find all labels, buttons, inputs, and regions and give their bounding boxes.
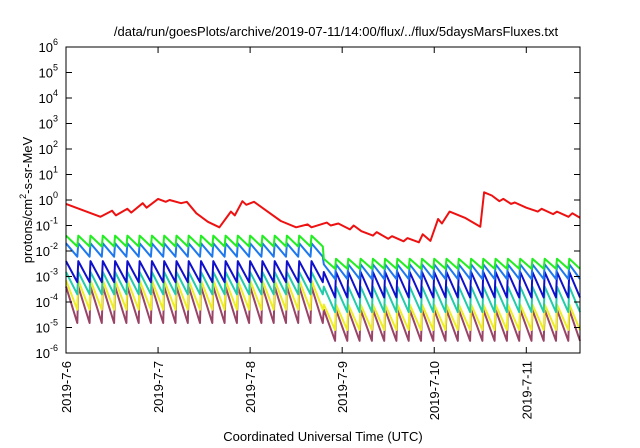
- y-axis-label-prefix: protons/cm: [20, 199, 35, 263]
- series-layer: [65, 191, 581, 342]
- x-axis-label: Coordinated Universal Time (UTC): [223, 429, 422, 444]
- series-line-3: [65, 260, 581, 299]
- y-axis-label-suffix: -s-sr-MeV: [20, 136, 35, 193]
- y-tick-label: 10-3: [36, 267, 58, 285]
- y-tick-label: 10-1: [36, 216, 58, 234]
- x-tick-label: 2019-7-7: [151, 361, 166, 413]
- y-axis-label-superscript: 2: [18, 194, 28, 199]
- y-tick-label: 103: [39, 114, 58, 132]
- x-tick-label: 2019-7-10: [427, 361, 442, 420]
- series-line-1: [65, 234, 581, 270]
- y-tick-label: 10-4: [36, 292, 58, 310]
- y-axis-label: protons/cm2-s-sr-MeV: [18, 136, 35, 263]
- x-axis: 2019-7-6 2019-7-7 2019-7-8 2019-7-9 2019-7-1…: [59, 47, 534, 420]
- x-tick-label: 2019-7-11: [519, 361, 534, 419]
- x-tick-label: 2019-7-9: [335, 361, 350, 413]
- x-tick-label: 2019-7-6: [59, 361, 74, 413]
- y-tick-label: 106: [39, 37, 58, 55]
- y-tick-label: 104: [39, 88, 58, 106]
- x-tick-label: 2019-7-8: [243, 361, 258, 413]
- chart-title: /data/run/goesPlots/archive/2019-07-11/1…: [114, 24, 559, 39]
- y-axis: 10-6 10-5 10-4 10-3 10-2 10-1 100 101 102 103 104 1…: [36, 37, 580, 361]
- y-tick-label: 102: [39, 139, 58, 157]
- y-tick-label: 101: [39, 165, 58, 183]
- y-tick-label: 10-5: [36, 318, 58, 336]
- y-tick-label: 10-6: [36, 343, 58, 361]
- y-tick-label: 100: [39, 190, 58, 208]
- plot-frame: [65, 46, 581, 354]
- series-line-0: [65, 191, 581, 244]
- y-tick-label: 105: [39, 63, 58, 81]
- y-tick-label: 10-2: [36, 241, 58, 259]
